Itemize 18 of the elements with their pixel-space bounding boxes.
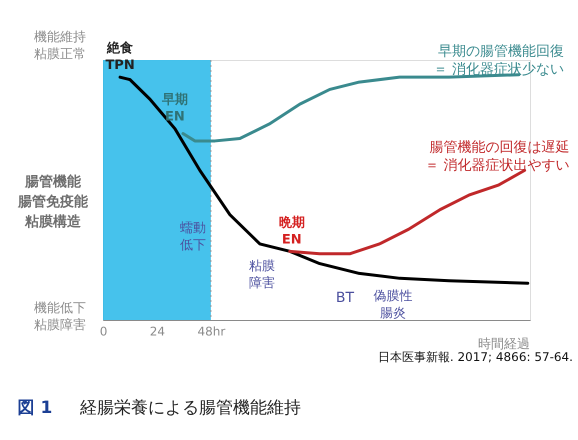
annotation: 絶食TPN	[105, 41, 135, 74]
x-tick-label: 24	[150, 324, 166, 338]
text: 経腸栄養による腸管機能維持	[79, 398, 301, 418]
series-label: 腸管機能の回復は遅延＝ 消化器症状出やすい	[425, 139, 570, 174]
annotation: 晩期EN	[278, 215, 305, 248]
annotation: 早期EN	[160, 92, 188, 125]
text: 日本医事新報. 2017; 4866: 57-64.	[378, 350, 573, 364]
x-tick-label: 48hr	[197, 324, 226, 338]
annotation: BT	[336, 290, 355, 306]
annotation: 粘膜障害	[249, 259, 275, 291]
x-tick-label: 0	[100, 324, 108, 338]
annotation: 蠕動低下	[180, 221, 206, 253]
y-axis-title: 腸管機能腸管免疫能粘膜構造	[17, 174, 89, 230]
text: 機能低下粘膜障害	[34, 301, 86, 333]
annotation: 偽膜性腸炎	[374, 289, 412, 321]
x-axis-title: 時間経過	[478, 337, 530, 352]
text: 機能維持粘膜正常	[34, 30, 86, 62]
caption: 図 1	[18, 398, 52, 418]
